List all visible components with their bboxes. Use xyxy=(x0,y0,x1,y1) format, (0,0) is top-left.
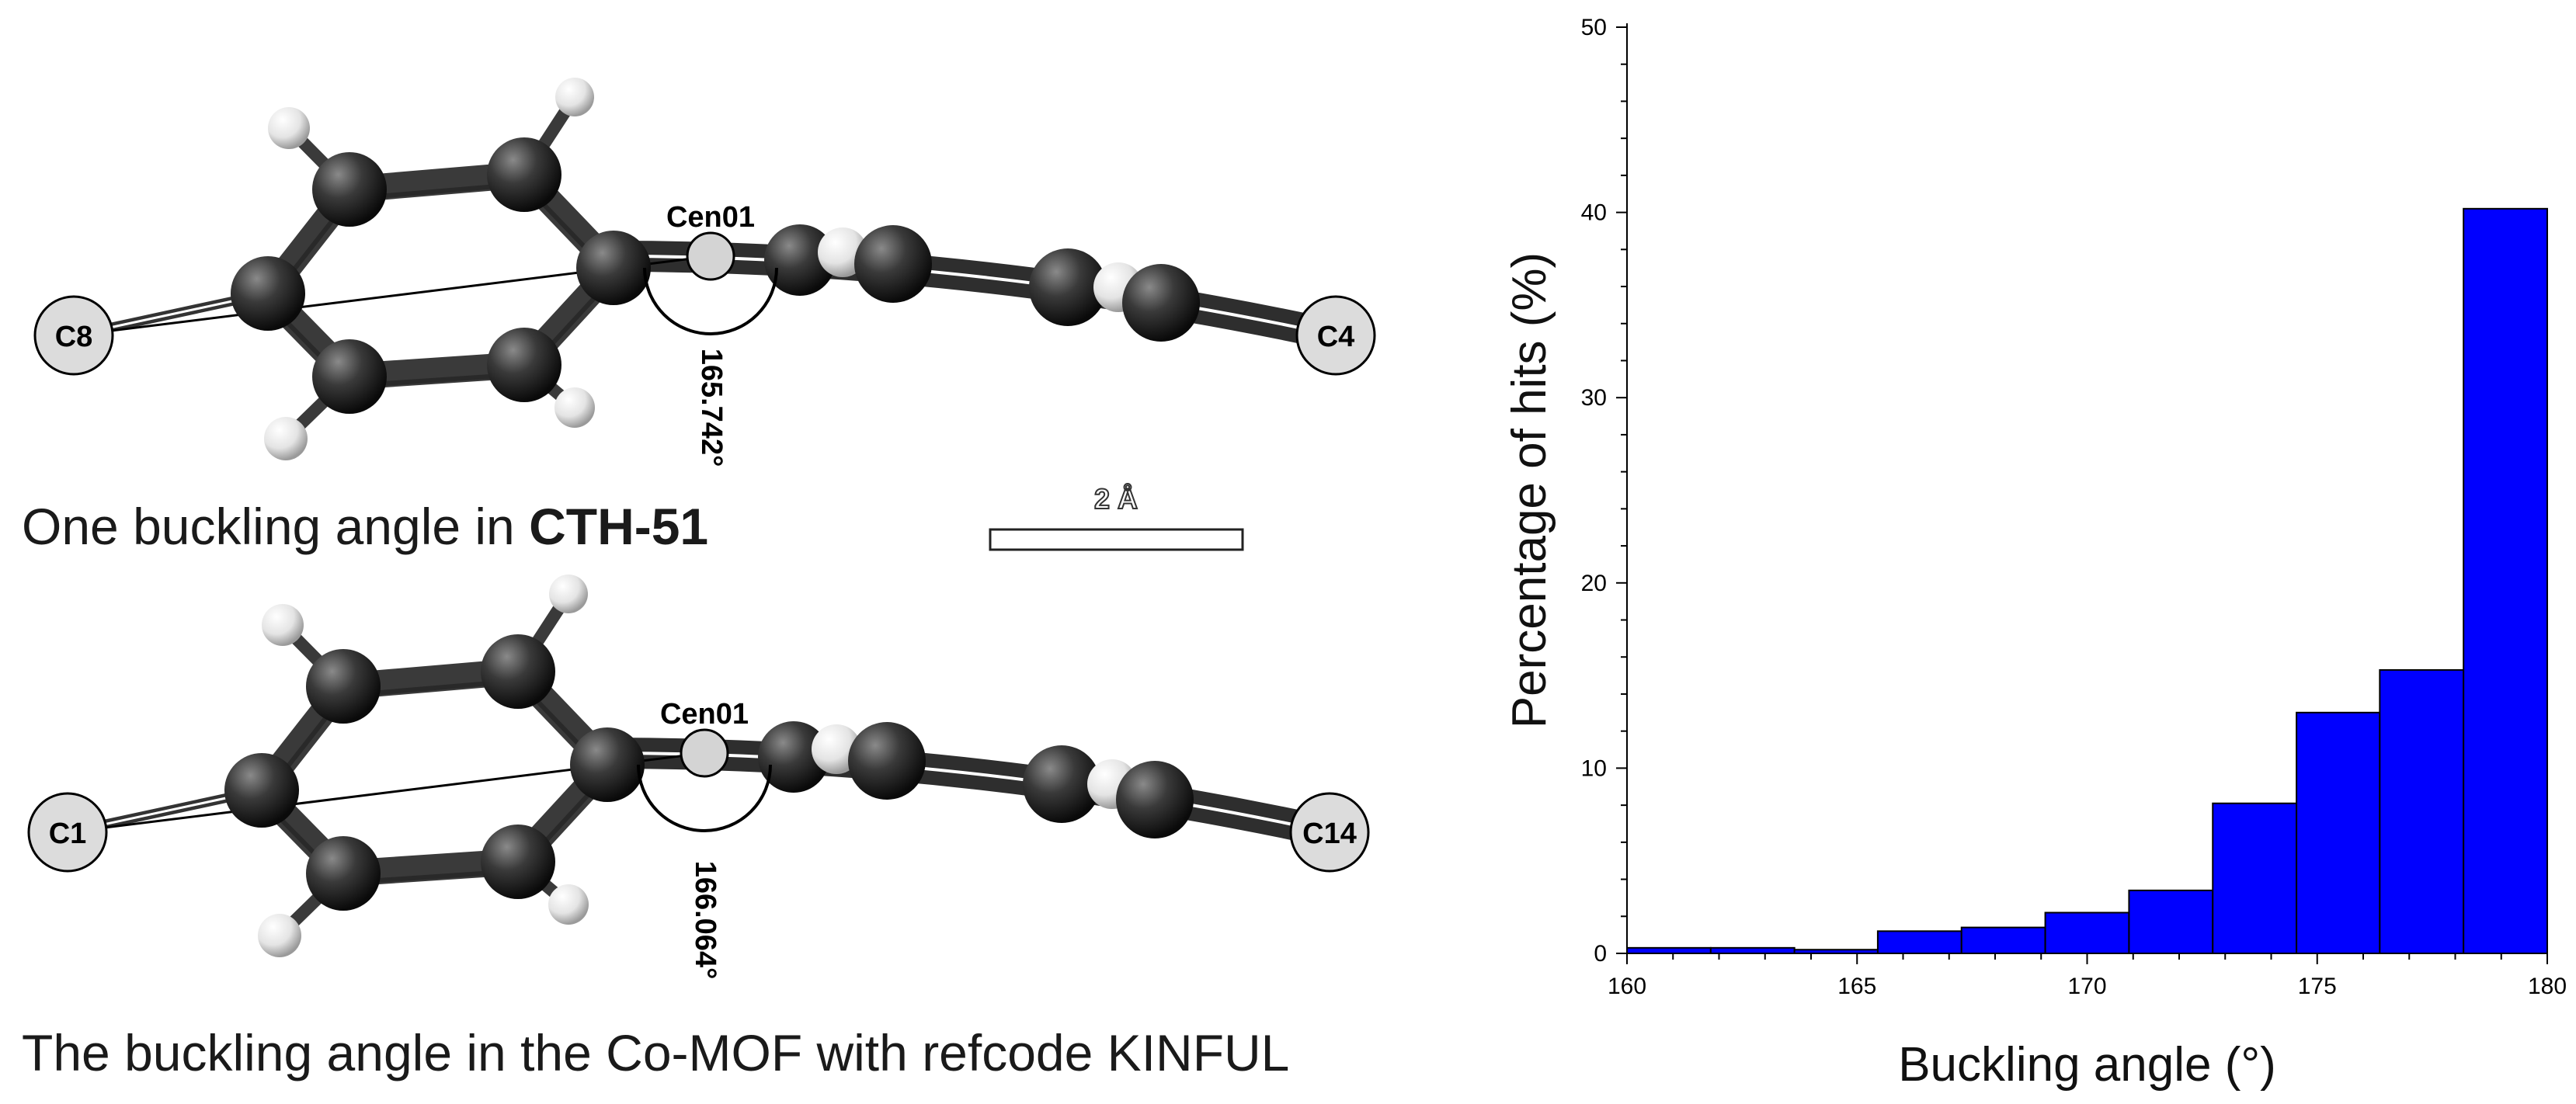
y-tick-label: 30 xyxy=(1581,385,1607,411)
angle-label-2: 166.064° xyxy=(689,861,721,980)
histogram-bar xyxy=(2212,802,2298,955)
x-tick-label: 165 xyxy=(1837,974,1876,999)
caption-panel-1-text: One buckling angle in xyxy=(22,498,530,555)
histogram-bar xyxy=(1876,930,1962,955)
angle-label-1: 165.742° xyxy=(695,349,728,467)
centroid-label-2: Cen01 xyxy=(660,698,749,731)
x-tick-label: 175 xyxy=(2298,974,2337,999)
histogram-bar xyxy=(2379,668,2465,955)
histogram-bar xyxy=(2296,711,2381,954)
scale-bar: 2 Å xyxy=(989,482,1244,551)
histogram-bar xyxy=(2463,207,2549,954)
atom-label-left-1: C8 xyxy=(55,321,93,353)
x-tick-label: 170 xyxy=(2067,974,2106,999)
caption-panel-2-text: The buckling angle in the Co-MOF with re… xyxy=(22,1024,1290,1081)
atom-label-left-2: C1 xyxy=(49,818,87,850)
y-tick-label: 0 xyxy=(1594,941,1607,967)
y-tick-label: 50 xyxy=(1581,15,1607,40)
histogram-bar xyxy=(2044,911,2130,955)
caption-panel-2: The buckling angle in the Co-MOF with re… xyxy=(22,1023,1289,1082)
y-tick-label: 10 xyxy=(1581,755,1607,781)
centroid-label-1: Cen01 xyxy=(666,201,755,234)
atom-label-right-1: C4 xyxy=(1317,321,1355,353)
y-tick-label: 40 xyxy=(1581,200,1607,226)
histogram-chart: 0 10 20 30 40 50 160 165 170 175 180 Buckling angle… xyxy=(1503,15,2567,1092)
histogram-bar xyxy=(1626,946,1712,955)
scale-bar-label: 2 Å xyxy=(1094,483,1138,515)
x-tick-label: 160 xyxy=(1608,974,1646,999)
histogram-bar xyxy=(2128,889,2214,954)
y-axis-label: Percentage of hits (%) xyxy=(1503,252,1556,728)
atom-label-right-2: C14 xyxy=(1302,818,1357,850)
histogram-bar xyxy=(1960,926,2046,954)
x-tick-label: 180 xyxy=(2528,974,2567,999)
caption-panel-1-bold: CTH-51 xyxy=(529,498,709,555)
histogram-bar xyxy=(1709,946,1796,955)
x-axis-label: Buckling angle (°) xyxy=(1898,1038,2276,1092)
y-tick-label: 20 xyxy=(1581,571,1607,596)
molecule-panel-2: C1 C14 Cen01 166.064° xyxy=(29,575,1368,979)
molecule-panel-1: C8 C4 Cen01 165.742° xyxy=(35,78,1375,467)
caption-panel-1: One buckling angle in CTH-51 xyxy=(22,497,708,556)
